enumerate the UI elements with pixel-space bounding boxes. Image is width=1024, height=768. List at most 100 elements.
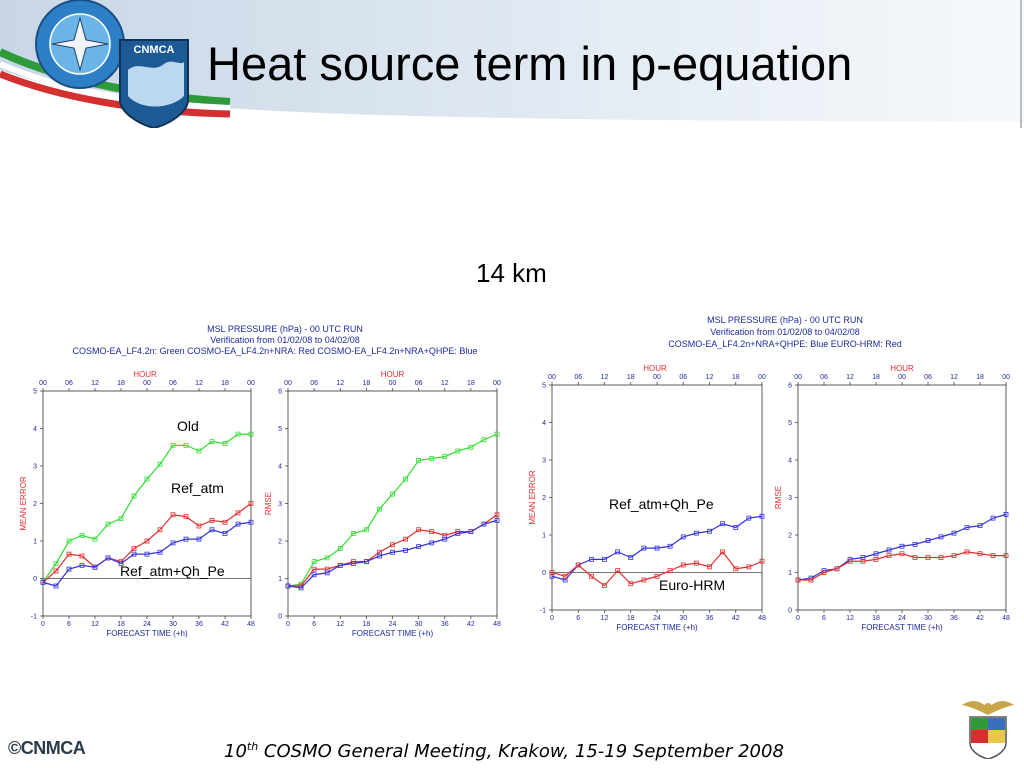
y-tick-label: 3	[788, 495, 792, 502]
y-tick-label: 2	[33, 501, 37, 508]
top-tick-label: 00	[794, 374, 802, 381]
chart-panel-2: 0123456000606121218182400300636124218480…	[264, 370, 501, 638]
y-tick-label: -1	[540, 608, 546, 615]
data-point-blue	[183, 536, 189, 542]
footer-rest: COSMO General Meeting, Krakow, 15-19 Sep…	[258, 741, 784, 762]
data-point-blue	[746, 515, 752, 521]
data-point-red	[615, 568, 621, 574]
y-tick-label: 3	[33, 464, 37, 471]
y-tick-label: -1	[31, 614, 37, 621]
data-point-red	[209, 517, 215, 523]
series-line-red	[42, 503, 252, 583]
data-point-red	[235, 510, 241, 516]
y-tick-label: 4	[278, 464, 282, 471]
data-point-green	[248, 431, 254, 437]
data-point-blue	[442, 536, 448, 542]
data-point-red	[628, 581, 634, 587]
data-point-red	[912, 555, 918, 560]
cnmca-shield-logo: CNMCA	[119, 39, 189, 128]
top-tick-label: 00	[758, 374, 766, 381]
x-tick-label: 6	[822, 615, 826, 622]
data-point-blue	[222, 531, 228, 536]
data-point-blue	[951, 530, 957, 536]
data-point-blue	[680, 534, 686, 540]
top-tick-label: 18	[117, 380, 125, 387]
data-point-red	[693, 560, 699, 566]
top-tick-label: 00	[39, 380, 47, 387]
top-axis-label: HOUR	[890, 364, 914, 373]
data-point-green	[118, 516, 124, 521]
data-point-red	[847, 558, 853, 564]
data-point-green	[390, 491, 395, 497]
slide-title: Heat source term in p-equation	[207, 37, 853, 90]
plot-frame	[287, 390, 498, 617]
data-point-blue	[324, 570, 330, 576]
right-caption-line-1: MSL PRESSURE (hPa) - 00 UTC RUN	[707, 315, 863, 325]
top-tick-label: 00	[898, 374, 906, 381]
annotation-ref-atm-qh-pe-left: Ref_atm+Qh_Pe	[120, 563, 225, 579]
data-point-red	[53, 568, 59, 574]
data-point-green	[144, 476, 150, 482]
x-tick-label: 12	[336, 621, 344, 628]
top-axis-label: HOUR	[643, 364, 667, 373]
data-point-red	[183, 514, 189, 520]
data-point-blue	[733, 525, 739, 530]
y-tick-label: 4	[33, 426, 37, 433]
data-point-blue	[707, 528, 712, 534]
x-tick-label: 36	[706, 615, 714, 622]
data-point-red	[925, 555, 931, 560]
data-point-blue	[641, 545, 647, 551]
plot-frame	[797, 384, 1007, 611]
x-axis-label: FORECAST TIME (+h)	[106, 629, 188, 638]
data-point-red	[66, 551, 72, 557]
y-axis-label: MEAN ERROR	[528, 470, 537, 524]
annotation-old: Old	[177, 418, 199, 434]
data-point-blue	[235, 521, 241, 527]
data-point-green	[416, 457, 422, 463]
y-tick-label: 3	[542, 458, 546, 465]
data-point-blue	[390, 549, 395, 555]
series-line-red	[288, 514, 498, 587]
x-tick-label: 36	[441, 621, 449, 628]
top-tick-label: 00	[389, 380, 397, 387]
data-point-blue	[53, 583, 59, 589]
top-tick-label: 06	[310, 380, 318, 387]
x-tick-label: 42	[976, 615, 984, 622]
data-point-green	[350, 531, 356, 536]
x-axis-label: FORECAST TIME (+h)	[861, 623, 943, 632]
x-tick-label: 42	[221, 621, 229, 628]
data-point-red	[157, 527, 163, 533]
x-tick-label: 18	[117, 621, 125, 628]
data-point-green	[311, 559, 317, 565]
data-point-blue	[105, 555, 111, 561]
top-tick-label: 12	[441, 380, 449, 387]
top-tick-label: 00	[493, 380, 501, 387]
x-tick-label: 18	[872, 615, 880, 622]
x-tick-label: 48	[1002, 615, 1010, 622]
data-point-red	[860, 558, 866, 564]
data-point-green	[494, 431, 500, 437]
data-point-blue	[654, 545, 660, 551]
data-point-blue	[298, 585, 304, 591]
data-point-blue	[886, 547, 892, 553]
y-tick-label: 0	[788, 608, 792, 615]
x-tick-label: 12	[91, 621, 99, 628]
x-tick-label: 0	[286, 621, 290, 628]
data-point-blue	[311, 572, 317, 578]
data-point-blue	[248, 519, 254, 525]
footer-text: 10th COSMO General Meeting, Krakow, 15-1…	[224, 740, 784, 762]
data-point-red	[144, 538, 150, 544]
chart-panel-1: -101234500060612121818240030063612421848…	[19, 370, 255, 638]
series-line-blue	[42, 521, 252, 587]
series-line-red	[551, 550, 763, 587]
data-point-blue	[468, 529, 474, 535]
data-point-blue	[628, 555, 634, 560]
data-point-blue	[494, 517, 500, 523]
x-axis-label: FORECAST TIME (+h)	[616, 623, 698, 632]
x-tick-label: 48	[758, 615, 766, 622]
y-tick-label: 1	[788, 570, 792, 577]
data-point-red	[403, 536, 408, 542]
right-caption-line-3: COSMO-EA_LF4.2n+NRA+QHPE: Blue EURO-HRM:…	[668, 339, 902, 349]
data-point-blue	[429, 540, 435, 546]
top-tick-label: 06	[574, 374, 582, 381]
